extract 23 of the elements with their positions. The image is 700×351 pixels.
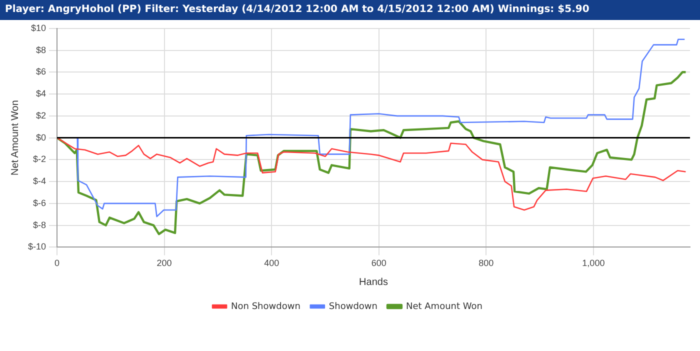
y-tick-label: $8 [36, 44, 46, 55]
x-tick-label: 400 [264, 258, 280, 268]
x-tick-label: 1,000 [582, 258, 605, 268]
y-axis-title: Net Amount Won [10, 100, 21, 176]
y-tick-label: $-4 [33, 176, 46, 186]
legend-label: Showdown [328, 302, 378, 312]
legend-label: Non Showdown [231, 302, 300, 312]
y-tick-label: $10 [30, 22, 46, 33]
chart-title: Player: AngryHohol (PP) Filter: Yesterday (4/14/2012 12:00 AM to 4/15/2012 12:00 AM) Winnings: $5.90 [0, 0, 700, 20]
y-tick-label: $0 [36, 132, 46, 142]
y-tick-label: $-8 [33, 220, 46, 230]
x-tick-label: 600 [371, 258, 386, 268]
x-axis-title: Hands [359, 276, 388, 288]
y-tick-label: $6 [36, 66, 46, 77]
y-tick-label: $2 [36, 110, 46, 120]
x-tick-label: 200 [156, 258, 172, 268]
x-tick-label: 0 [54, 258, 60, 268]
y-tick-label: $-6 [33, 198, 46, 208]
y-tick-label: $-10 [28, 242, 46, 252]
y-tick-label: $4 [36, 88, 46, 99]
y-tick-label: $-2 [33, 154, 46, 164]
x-tick-label: 800 [478, 258, 494, 268]
legend-label: Net Amount Won [406, 302, 482, 312]
